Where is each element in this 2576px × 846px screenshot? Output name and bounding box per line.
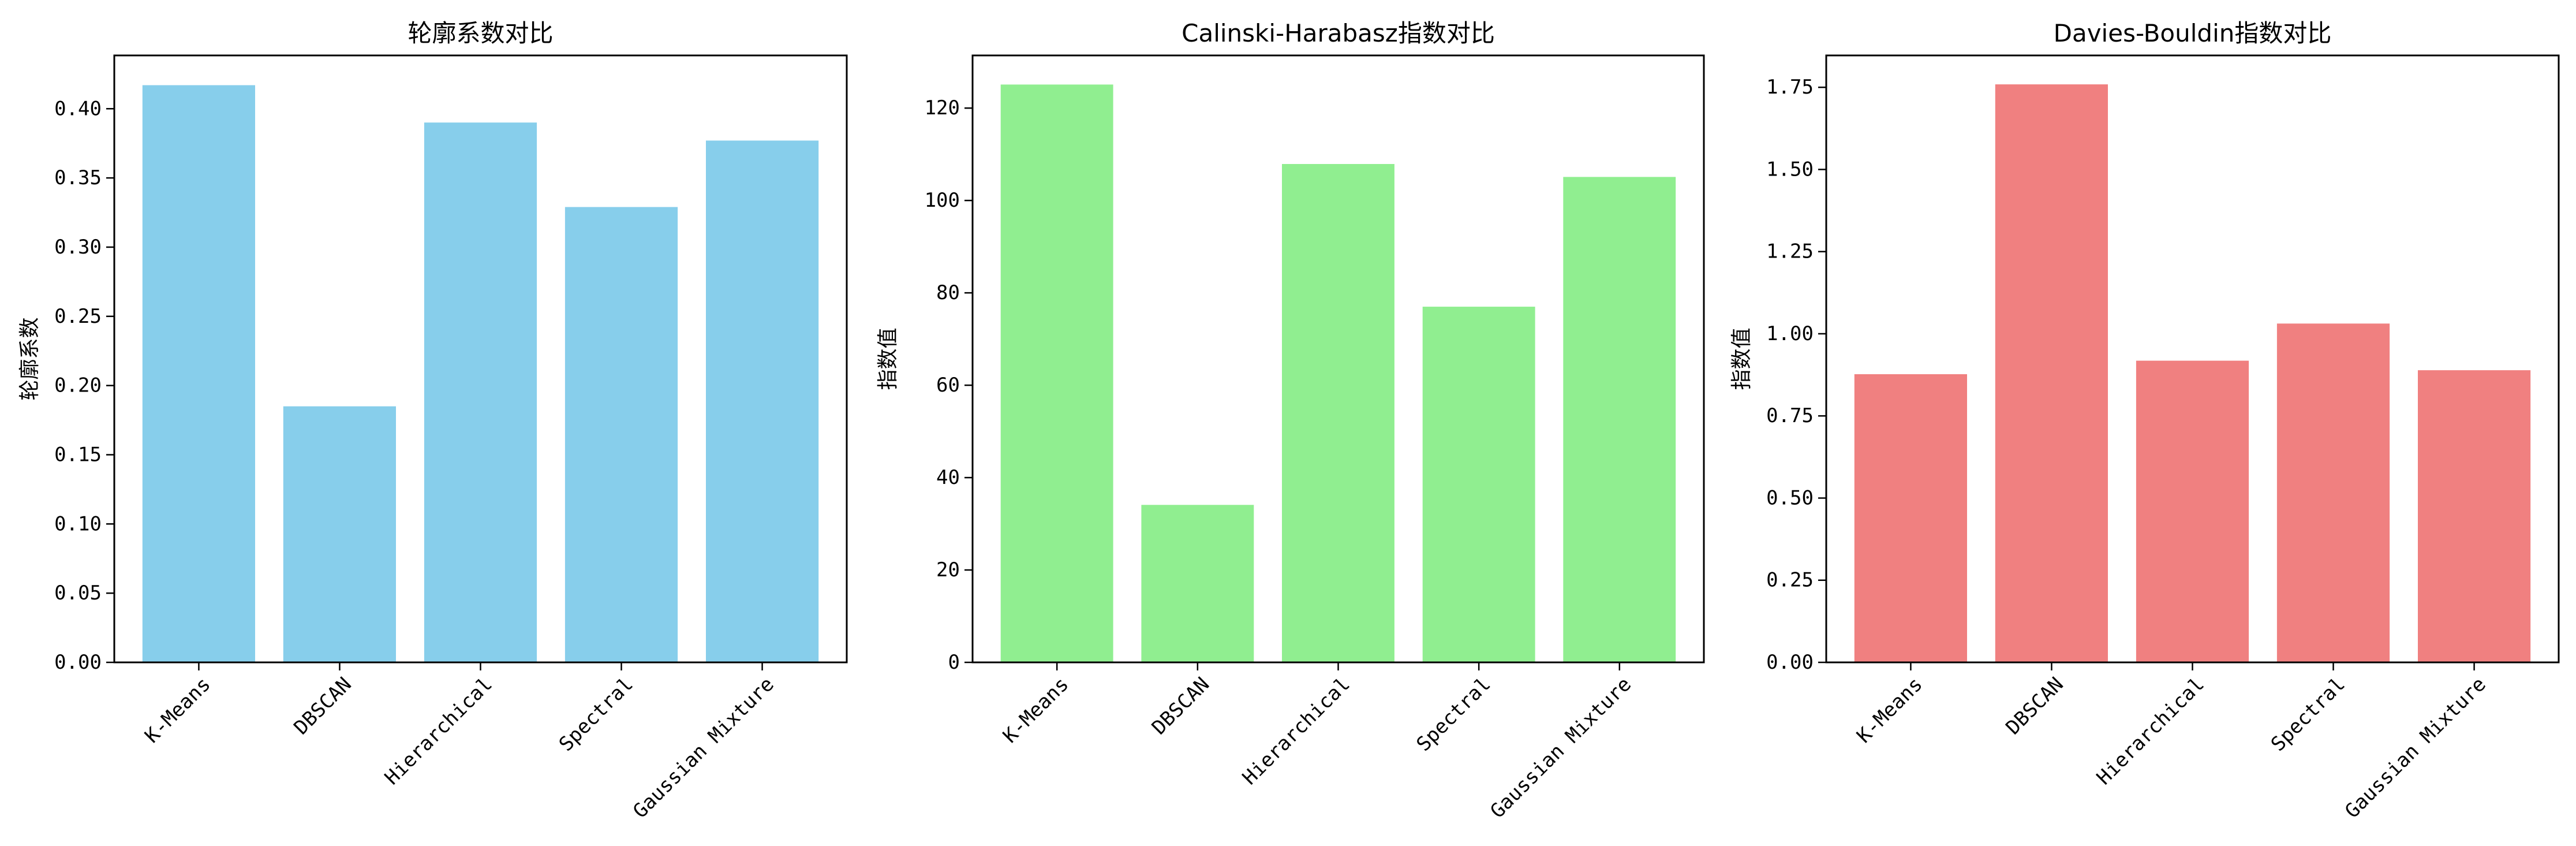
y-axis-label: 轮廓系数 <box>18 317 42 400</box>
bar <box>706 140 819 662</box>
y-tick-label: 0.40 <box>54 97 102 120</box>
y-tick-label: 1.50 <box>1766 158 1814 181</box>
bar <box>1422 307 1535 662</box>
bar <box>2276 323 2390 662</box>
y-tick-label: 0.25 <box>54 305 102 328</box>
chart-panel-1: 0.000.050.100.150.200.250.300.350.40K-Me… <box>18 19 848 823</box>
bar <box>142 85 255 662</box>
y-tick-label: 0.30 <box>54 236 102 259</box>
bar <box>564 207 678 662</box>
y-tick-label: 60 <box>936 374 960 397</box>
y-axis-label: 指数值 <box>876 327 900 390</box>
y-tick-label: 0.35 <box>54 166 102 189</box>
bar <box>424 122 537 662</box>
y-tick-label: 120 <box>925 96 960 120</box>
y-tick-label: 80 <box>936 281 960 304</box>
y-tick-label: 0.75 <box>1766 404 1814 427</box>
y-tick-label: 0.50 <box>1766 486 1814 509</box>
bar <box>1854 374 1967 662</box>
bar <box>1000 84 1113 662</box>
y-tick-label: 1.25 <box>1766 240 1814 263</box>
bar <box>2136 360 2249 662</box>
y-tick-label: 0.00 <box>1766 651 1814 674</box>
chart-title: Calinski-Harabasz指数对比 <box>1182 19 1495 47</box>
y-tick-label: 0.05 <box>54 582 102 605</box>
y-tick-label: 0.20 <box>54 374 102 397</box>
y-tick-label: 0 <box>948 651 960 674</box>
bar <box>2418 370 2531 662</box>
y-tick-label: 0.25 <box>1766 569 1814 592</box>
chart-title: Davies-Bouldin指数对比 <box>2054 19 2332 47</box>
y-tick-label: 0.00 <box>54 651 102 674</box>
y-tick-label: 1.75 <box>1766 76 1814 99</box>
bar <box>1995 84 2108 663</box>
y-tick-label: 0.15 <box>54 443 102 466</box>
bar <box>1282 164 1394 662</box>
bar <box>283 406 396 662</box>
y-axis-label: 指数值 <box>1730 327 1754 390</box>
bar <box>1141 505 1254 662</box>
bar <box>1563 177 1676 662</box>
y-tick-label: 40 <box>936 466 960 489</box>
y-tick-label: 1.00 <box>1766 322 1814 345</box>
y-tick-label: 20 <box>936 558 960 582</box>
y-tick-label: 0.10 <box>54 512 102 535</box>
y-tick-label: 100 <box>925 189 960 212</box>
chart-title: 轮廓系数对比 <box>407 19 553 47</box>
